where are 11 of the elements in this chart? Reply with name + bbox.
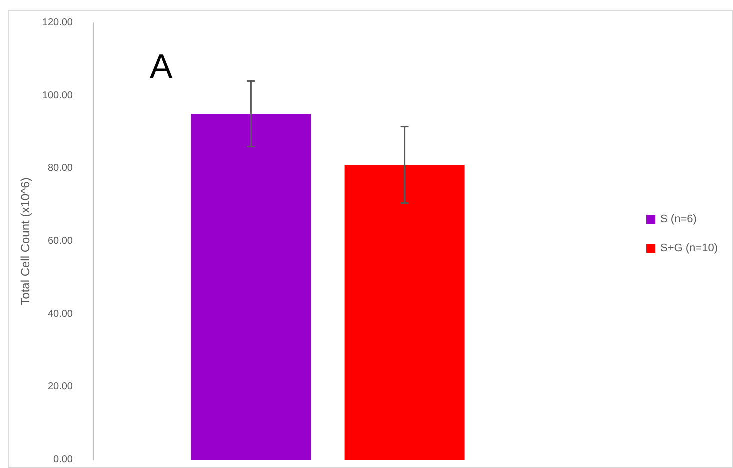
y-axis-title: Total Cell Count (x10^6) bbox=[18, 178, 33, 306]
y-tick-label: 40.00 bbox=[48, 308, 74, 320]
legend-label: S (n=6) bbox=[660, 214, 697, 226]
y-tick-label: 100.00 bbox=[42, 90, 74, 102]
y-tick-label: 80.00 bbox=[48, 163, 74, 174]
legend-label: S+G (n=10) bbox=[660, 242, 718, 254]
y-tick-label: 60.00 bbox=[48, 236, 74, 247]
y-tick-label: 0.00 bbox=[54, 454, 74, 466]
y-tick-label: 120.00 bbox=[42, 18, 74, 28]
annotation: A bbox=[150, 48, 173, 86]
y-tick-label: 20.00 bbox=[48, 382, 74, 393]
